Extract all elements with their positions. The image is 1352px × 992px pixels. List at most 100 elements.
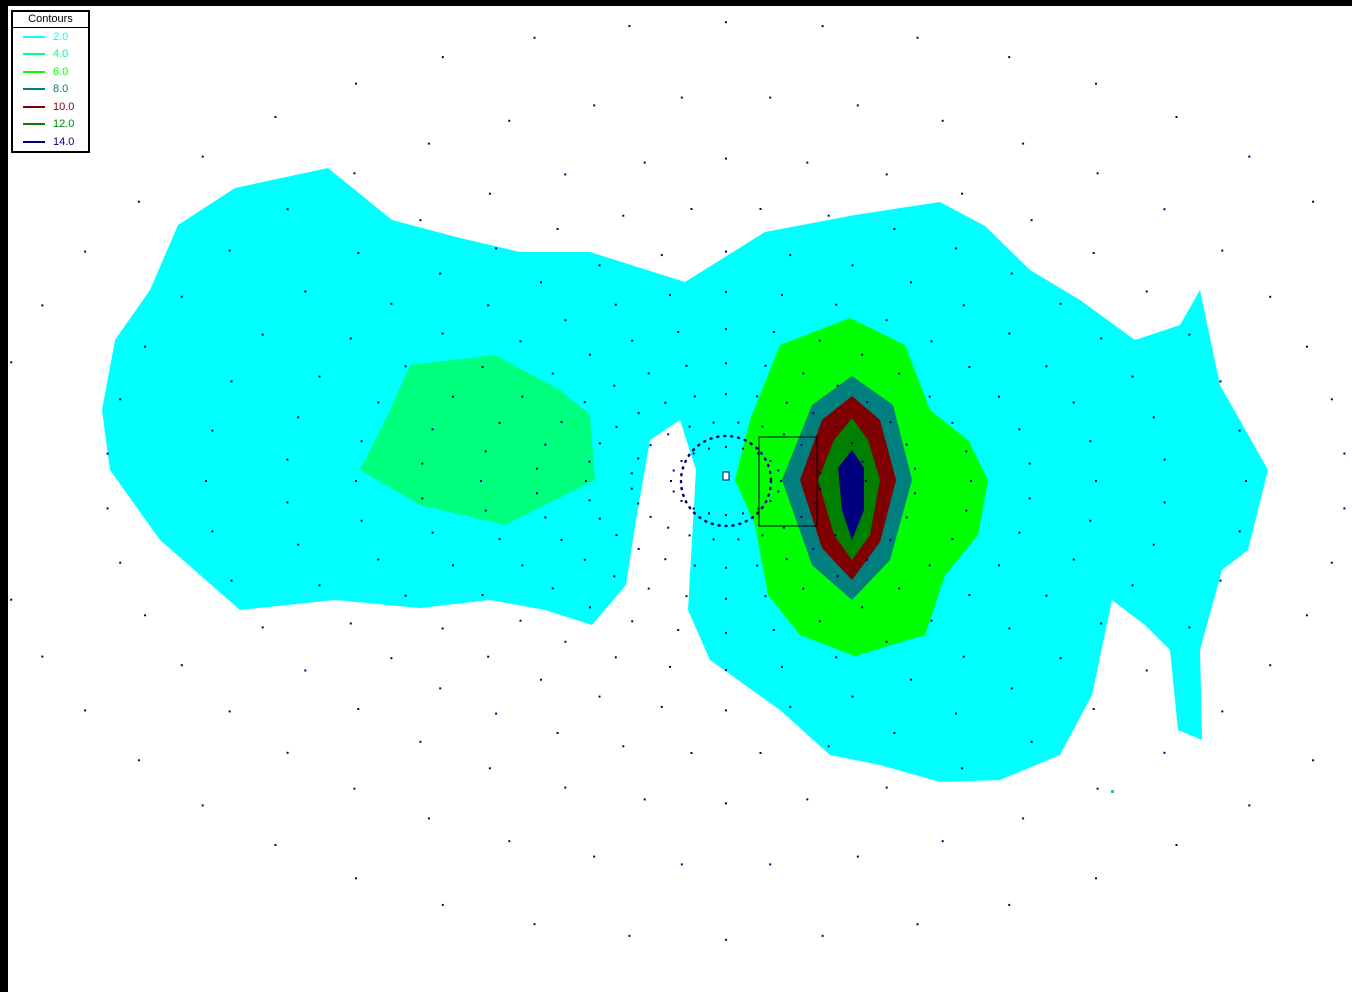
grid-point — [1096, 172, 1099, 175]
legend-label: 14.0 — [53, 135, 75, 148]
grid-point — [180, 664, 183, 667]
grid-point — [377, 558, 380, 561]
grid-point — [495, 712, 498, 715]
grid-points — [10, 21, 1346, 941]
grid-point — [688, 425, 691, 428]
grid-point — [551, 587, 554, 590]
grid-point — [106, 452, 109, 455]
pump-box — [758, 436, 818, 527]
grid-point — [777, 490, 780, 493]
grid-point — [230, 579, 233, 582]
grid-point — [551, 372, 554, 375]
grid-point — [725, 566, 727, 569]
grid-point — [441, 627, 444, 630]
grid-point — [1059, 302, 1062, 305]
grid-point — [564, 319, 567, 322]
grid-point — [821, 25, 824, 28]
grid-point — [441, 332, 444, 335]
grid-point — [404, 365, 407, 368]
grid-point — [1330, 398, 1333, 401]
grid-point — [647, 372, 650, 375]
grid-point — [968, 366, 971, 368]
top-border — [0, 0, 1352, 6]
grid-point — [690, 752, 693, 754]
grid-point — [725, 514, 727, 517]
grid-point — [821, 934, 824, 937]
grid-point — [649, 515, 652, 518]
grid-point — [1188, 626, 1191, 629]
grid-point — [637, 547, 640, 550]
legend-label: 6.0 — [53, 65, 69, 78]
grid-point — [660, 705, 663, 708]
grid-point — [540, 281, 542, 284]
grid-point — [357, 708, 360, 710]
grid-point — [614, 303, 617, 306]
legend-entries: 2.0 4.0 6.0 8.0 10.0 12.0 14.0 — [13, 28, 88, 151]
grid-point — [785, 558, 788, 561]
grid-point — [835, 656, 838, 659]
grid-point — [1092, 252, 1095, 254]
grid-point — [685, 595, 688, 598]
grid-point — [910, 281, 912, 284]
grid-point — [660, 254, 663, 257]
grid-point — [1221, 710, 1224, 713]
grid-point — [349, 622, 352, 625]
grid-point — [692, 507, 695, 510]
grid-point — [355, 480, 357, 482]
grid-point — [628, 934, 631, 937]
grid-point — [688, 534, 691, 537]
grid-point — [885, 173, 888, 176]
legend-entry: 14.0 — [13, 133, 88, 151]
grid-point — [637, 457, 640, 460]
grid-point — [667, 526, 670, 529]
grid-point — [1008, 332, 1011, 335]
contour-fills — [102, 168, 1268, 782]
grid-point — [649, 444, 652, 447]
grid-point — [508, 119, 511, 122]
grid-point — [1008, 903, 1011, 906]
legend-entry: 4.0 — [13, 46, 88, 64]
grid-point — [441, 903, 444, 906]
grid-point — [725, 290, 727, 293]
grid-point — [893, 228, 896, 230]
grid-point — [861, 460, 864, 463]
grid-point — [1238, 429, 1241, 432]
grid-point — [1018, 428, 1021, 431]
grid-point — [725, 157, 727, 160]
grid-point — [725, 709, 727, 712]
grid-point — [439, 272, 442, 275]
grid-point — [560, 538, 563, 541]
grid-point — [1028, 497, 1031, 500]
grid-point — [757, 507, 760, 510]
grid-point — [861, 499, 864, 502]
grid-point — [818, 339, 821, 342]
left-border — [0, 0, 8, 992]
grid-point — [1095, 877, 1097, 880]
grid-point — [834, 534, 837, 537]
grid-point — [954, 712, 957, 715]
grid-point — [613, 384, 616, 387]
grid-point — [1100, 337, 1103, 340]
grid-point — [1131, 584, 1134, 587]
grid-point — [667, 433, 670, 436]
grid-point — [1030, 740, 1033, 743]
grid-point — [856, 855, 859, 858]
grid-point — [404, 594, 407, 597]
grid-point — [951, 538, 954, 541]
grid-point — [10, 598, 13, 601]
grid-point — [630, 487, 633, 490]
grid-point — [835, 303, 838, 306]
grid-point — [916, 36, 919, 39]
grid-point — [725, 597, 727, 600]
grid-point — [725, 250, 727, 253]
legend-label: 10.0 — [53, 100, 75, 113]
grid-point — [941, 840, 944, 843]
grid-point — [431, 428, 434, 431]
grid-point — [680, 96, 683, 99]
grid-point — [1008, 627, 1011, 630]
grid-point — [802, 587, 805, 590]
grid-point — [137, 200, 140, 203]
well-circle — [679, 434, 773, 528]
grid-point — [1022, 142, 1025, 145]
legend-swatch — [23, 105, 45, 108]
